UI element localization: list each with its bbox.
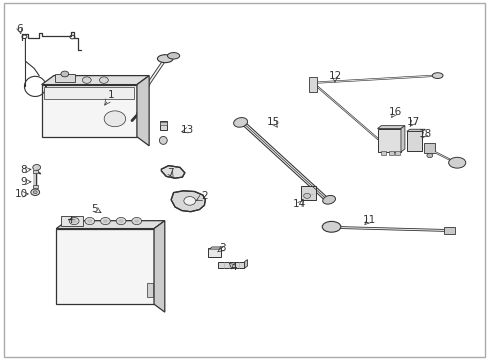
Text: 8: 8 [20, 165, 27, 175]
Circle shape [82, 77, 91, 84]
Circle shape [85, 217, 95, 225]
Text: 9: 9 [20, 177, 27, 187]
Ellipse shape [431, 73, 442, 78]
Circle shape [87, 219, 92, 223]
Circle shape [119, 219, 123, 223]
Circle shape [100, 77, 108, 84]
Circle shape [134, 219, 139, 223]
Text: 12: 12 [327, 71, 341, 81]
Circle shape [69, 217, 79, 225]
Text: 16: 16 [387, 107, 401, 117]
Circle shape [101, 217, 110, 225]
Polygon shape [137, 76, 149, 146]
Ellipse shape [167, 53, 180, 59]
Bar [377, 129, 400, 152]
FancyBboxPatch shape [208, 248, 221, 257]
FancyBboxPatch shape [300, 186, 315, 200]
Bar [146, 283, 152, 297]
Circle shape [61, 71, 68, 77]
Text: 15: 15 [266, 117, 280, 127]
Text: 13: 13 [180, 125, 194, 135]
Ellipse shape [233, 118, 247, 127]
Circle shape [103, 219, 108, 223]
Text: 4: 4 [230, 262, 237, 272]
Bar [160, 122, 166, 125]
Polygon shape [377, 126, 404, 129]
Bar [33, 185, 38, 188]
Text: 2: 2 [201, 191, 207, 201]
Bar [394, 151, 399, 155]
Ellipse shape [157, 55, 173, 63]
Circle shape [72, 219, 77, 223]
Polygon shape [308, 77, 316, 92]
Polygon shape [41, 76, 149, 85]
Circle shape [183, 197, 195, 205]
Bar [55, 74, 75, 82]
Circle shape [303, 193, 310, 198]
Bar [217, 262, 244, 268]
Bar [44, 87, 134, 99]
Text: 17: 17 [406, 117, 419, 127]
Text: 11: 11 [362, 215, 375, 225]
Text: 18: 18 [418, 129, 431, 139]
Circle shape [426, 153, 432, 158]
Text: 1: 1 [108, 90, 115, 100]
Bar [381, 151, 386, 155]
Polygon shape [41, 85, 137, 137]
Polygon shape [154, 221, 164, 312]
Text: +: + [67, 215, 76, 225]
Ellipse shape [159, 136, 167, 144]
Bar [56, 229, 154, 304]
Circle shape [116, 217, 126, 225]
Polygon shape [400, 126, 404, 152]
Bar [424, 143, 434, 153]
Bar [160, 121, 167, 130]
Text: 7: 7 [166, 168, 173, 178]
Circle shape [33, 165, 41, 170]
Ellipse shape [322, 221, 340, 232]
Circle shape [132, 217, 142, 225]
Bar [61, 216, 82, 226]
Bar [33, 170, 38, 173]
Text: 6: 6 [16, 24, 23, 34]
Text: 14: 14 [292, 199, 306, 210]
Text: 5: 5 [91, 204, 98, 214]
Polygon shape [56, 221, 164, 229]
Bar [443, 227, 454, 234]
Bar [388, 151, 393, 155]
Text: 10: 10 [15, 189, 27, 199]
Ellipse shape [448, 157, 465, 168]
Ellipse shape [322, 195, 335, 204]
Text: 3: 3 [219, 243, 225, 253]
Circle shape [33, 191, 37, 194]
Circle shape [104, 111, 125, 127]
Polygon shape [244, 260, 247, 268]
Bar [406, 131, 422, 151]
Circle shape [31, 189, 40, 195]
Polygon shape [209, 247, 223, 249]
Polygon shape [171, 191, 205, 212]
Polygon shape [406, 129, 425, 131]
Polygon shape [161, 166, 184, 178]
